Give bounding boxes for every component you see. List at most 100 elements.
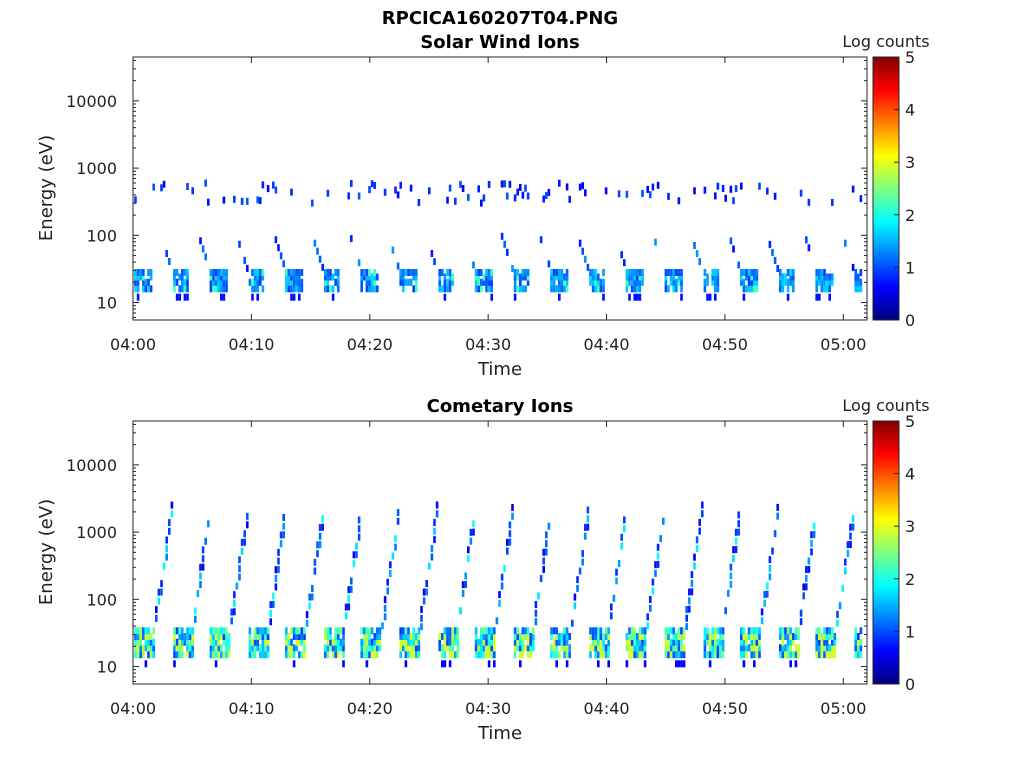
spectrogram-cell <box>409 633 413 640</box>
y-tick-label: 10 <box>97 294 117 313</box>
spectrogram-cell <box>181 638 184 646</box>
spectrogram-cell <box>610 612 613 620</box>
spectrogram-cell <box>589 278 592 286</box>
spectrogram-cell <box>815 278 818 286</box>
spectrogram-cell <box>490 633 493 640</box>
spectrogram-cell <box>721 638 725 646</box>
spectrogram-cell <box>417 633 421 640</box>
spectrogram-cell <box>238 565 241 573</box>
spectrogram-cell <box>831 273 834 281</box>
spectrogram-cell <box>365 627 369 635</box>
spectrogram-cell <box>209 638 213 646</box>
spectrogram-cell <box>594 627 597 635</box>
spectrogram-cell <box>591 278 595 286</box>
spectrogram-cell <box>797 627 800 635</box>
spectrogram-cell <box>175 269 179 276</box>
spectrogram-cell <box>524 269 527 276</box>
spectrogram-cell <box>576 576 579 584</box>
spectrogram-cell <box>212 278 215 286</box>
spectrogram-cell <box>360 269 363 276</box>
spectrogram-cell <box>578 239 582 247</box>
spectrogram-cell <box>672 651 675 659</box>
spectrogram-cell <box>165 553 168 561</box>
spectrogram-cell <box>828 627 831 635</box>
spectrogram-cell <box>706 278 709 286</box>
spectrogram-cell <box>175 644 179 652</box>
spectrogram-cell <box>849 523 852 531</box>
spectrogram-cell <box>513 293 517 301</box>
spectrogram-cell <box>136 273 140 281</box>
spectrogram-cell <box>753 269 756 276</box>
spectrogram-cell <box>516 627 519 635</box>
spectrogram-cell <box>555 285 558 293</box>
spectrogram-cell <box>394 543 397 551</box>
spectrogram-cell <box>747 633 751 640</box>
spectrogram-cell <box>243 538 246 546</box>
spectrogram-cell <box>222 627 226 635</box>
spectrogram-cell <box>625 633 629 640</box>
spectrogram-cell <box>165 536 168 544</box>
x-axis-label: Time <box>477 359 522 380</box>
spectrogram-cell <box>719 633 722 640</box>
spectrogram-cell <box>339 627 343 635</box>
spectrogram-cell <box>142 278 145 286</box>
spectrogram-cell <box>147 644 150 652</box>
spectrogram-cell <box>446 627 449 635</box>
spectrogram-cell <box>173 285 176 293</box>
spectrogram-cell <box>199 237 202 245</box>
spectrogram-cell <box>776 265 779 272</box>
spectrogram-cell <box>498 591 501 599</box>
spectrogram-cell <box>550 269 553 276</box>
spectrogram-cell <box>360 273 363 281</box>
spectrogram-cell <box>487 273 491 281</box>
spectrogram-cell <box>274 566 278 574</box>
spectrogram-cell <box>402 269 405 276</box>
spectrogram-cell <box>485 638 488 646</box>
spectrogram-cell <box>373 269 376 276</box>
spectrogram-cell <box>253 273 257 281</box>
spectrogram-cell <box>638 285 642 293</box>
spectrogram-cell <box>420 614 423 622</box>
spectrogram-cell <box>656 552 660 560</box>
spectrogram-cell <box>136 638 140 646</box>
spectrogram-cell <box>477 269 480 276</box>
spectrogram-cell <box>313 567 317 575</box>
spectrogram-cell <box>261 627 265 635</box>
spectrogram-cell <box>667 638 670 646</box>
spectrogram-cell <box>602 269 605 276</box>
spectrogram-cell <box>620 533 623 541</box>
spectrogram-cell <box>740 638 743 646</box>
spectrogram-cell <box>680 269 683 276</box>
spectrogram-cell <box>755 638 759 646</box>
spectrogram-cell <box>599 285 603 293</box>
spectrogram-cell <box>729 237 733 245</box>
spectrogram-cell <box>680 278 683 286</box>
spectrogram-cell <box>404 651 408 659</box>
spectrogram-cell <box>451 638 454 646</box>
spectrogram-cell <box>753 660 756 668</box>
spectrogram-cell <box>750 278 753 286</box>
spectrogram-cell <box>854 651 857 659</box>
spectrogram-cell <box>625 660 629 668</box>
spectrogram-cell <box>326 285 330 293</box>
spectrogram-cell <box>857 651 860 659</box>
spectrogram-cell <box>602 638 605 646</box>
spectrogram-cell <box>305 611 309 619</box>
spectrogram-cell <box>373 285 376 293</box>
spectrogram-cell <box>326 189 330 197</box>
spectrogram-cell <box>854 273 857 281</box>
spectrogram-cell <box>599 651 603 659</box>
spectrogram-cell <box>508 530 512 538</box>
spectrogram-cell <box>550 633 553 640</box>
spectrogram-cell <box>602 285 605 293</box>
spectrogram-cell <box>295 273 298 281</box>
spectrogram-cell <box>259 633 262 640</box>
spectrogram-cell <box>547 522 551 530</box>
spectrogram-cell <box>342 660 345 668</box>
spectrogram-cell <box>768 556 772 564</box>
spectrogram-cell <box>441 633 444 640</box>
spectrogram-cell <box>482 278 486 286</box>
spectrogram-cell <box>519 651 522 659</box>
spectrogram-cell <box>703 651 707 659</box>
spectrogram-cell <box>287 633 291 640</box>
